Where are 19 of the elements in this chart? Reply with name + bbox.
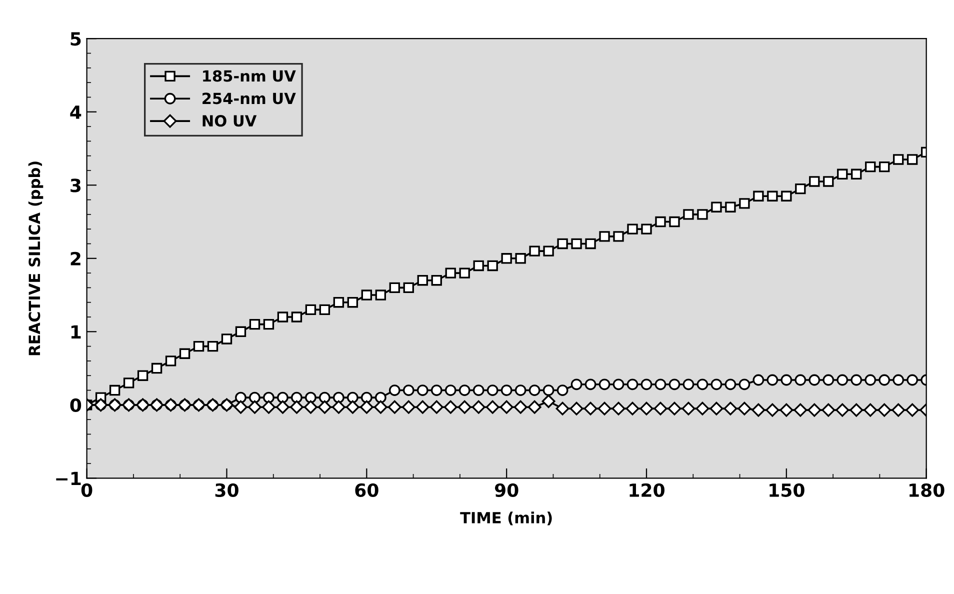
legend-label: NO UV (202, 115, 257, 127)
y-tick-label: 1 (71, 325, 81, 339)
x-axis-title: TIME (min) (460, 512, 552, 526)
y-tick-label: 3 (70, 178, 81, 192)
x-tick-label: 90 (494, 483, 518, 498)
y-tick-label: 5 (70, 32, 81, 46)
legend-label: 185-nm UV (203, 70, 296, 82)
x-tick-label: 60 (355, 483, 378, 498)
legend-label: 254-nm UV (202, 92, 296, 104)
x-tick-label: 180 (910, 483, 944, 498)
x-tick-label: 120 (630, 483, 664, 498)
x-tick-label: 150 (770, 483, 804, 498)
x-tick-label: 0 (81, 483, 92, 498)
y-tick-label: −1 (56, 472, 81, 486)
x-tick-label: 30 (215, 483, 238, 498)
y-tick-label: 0 (70, 398, 82, 412)
y-tick-label: 4 (70, 106, 82, 119)
y-axis-title: REACTIVE SILICA (ppb) (28, 162, 44, 356)
y-tick-label: 2 (70, 252, 80, 266)
